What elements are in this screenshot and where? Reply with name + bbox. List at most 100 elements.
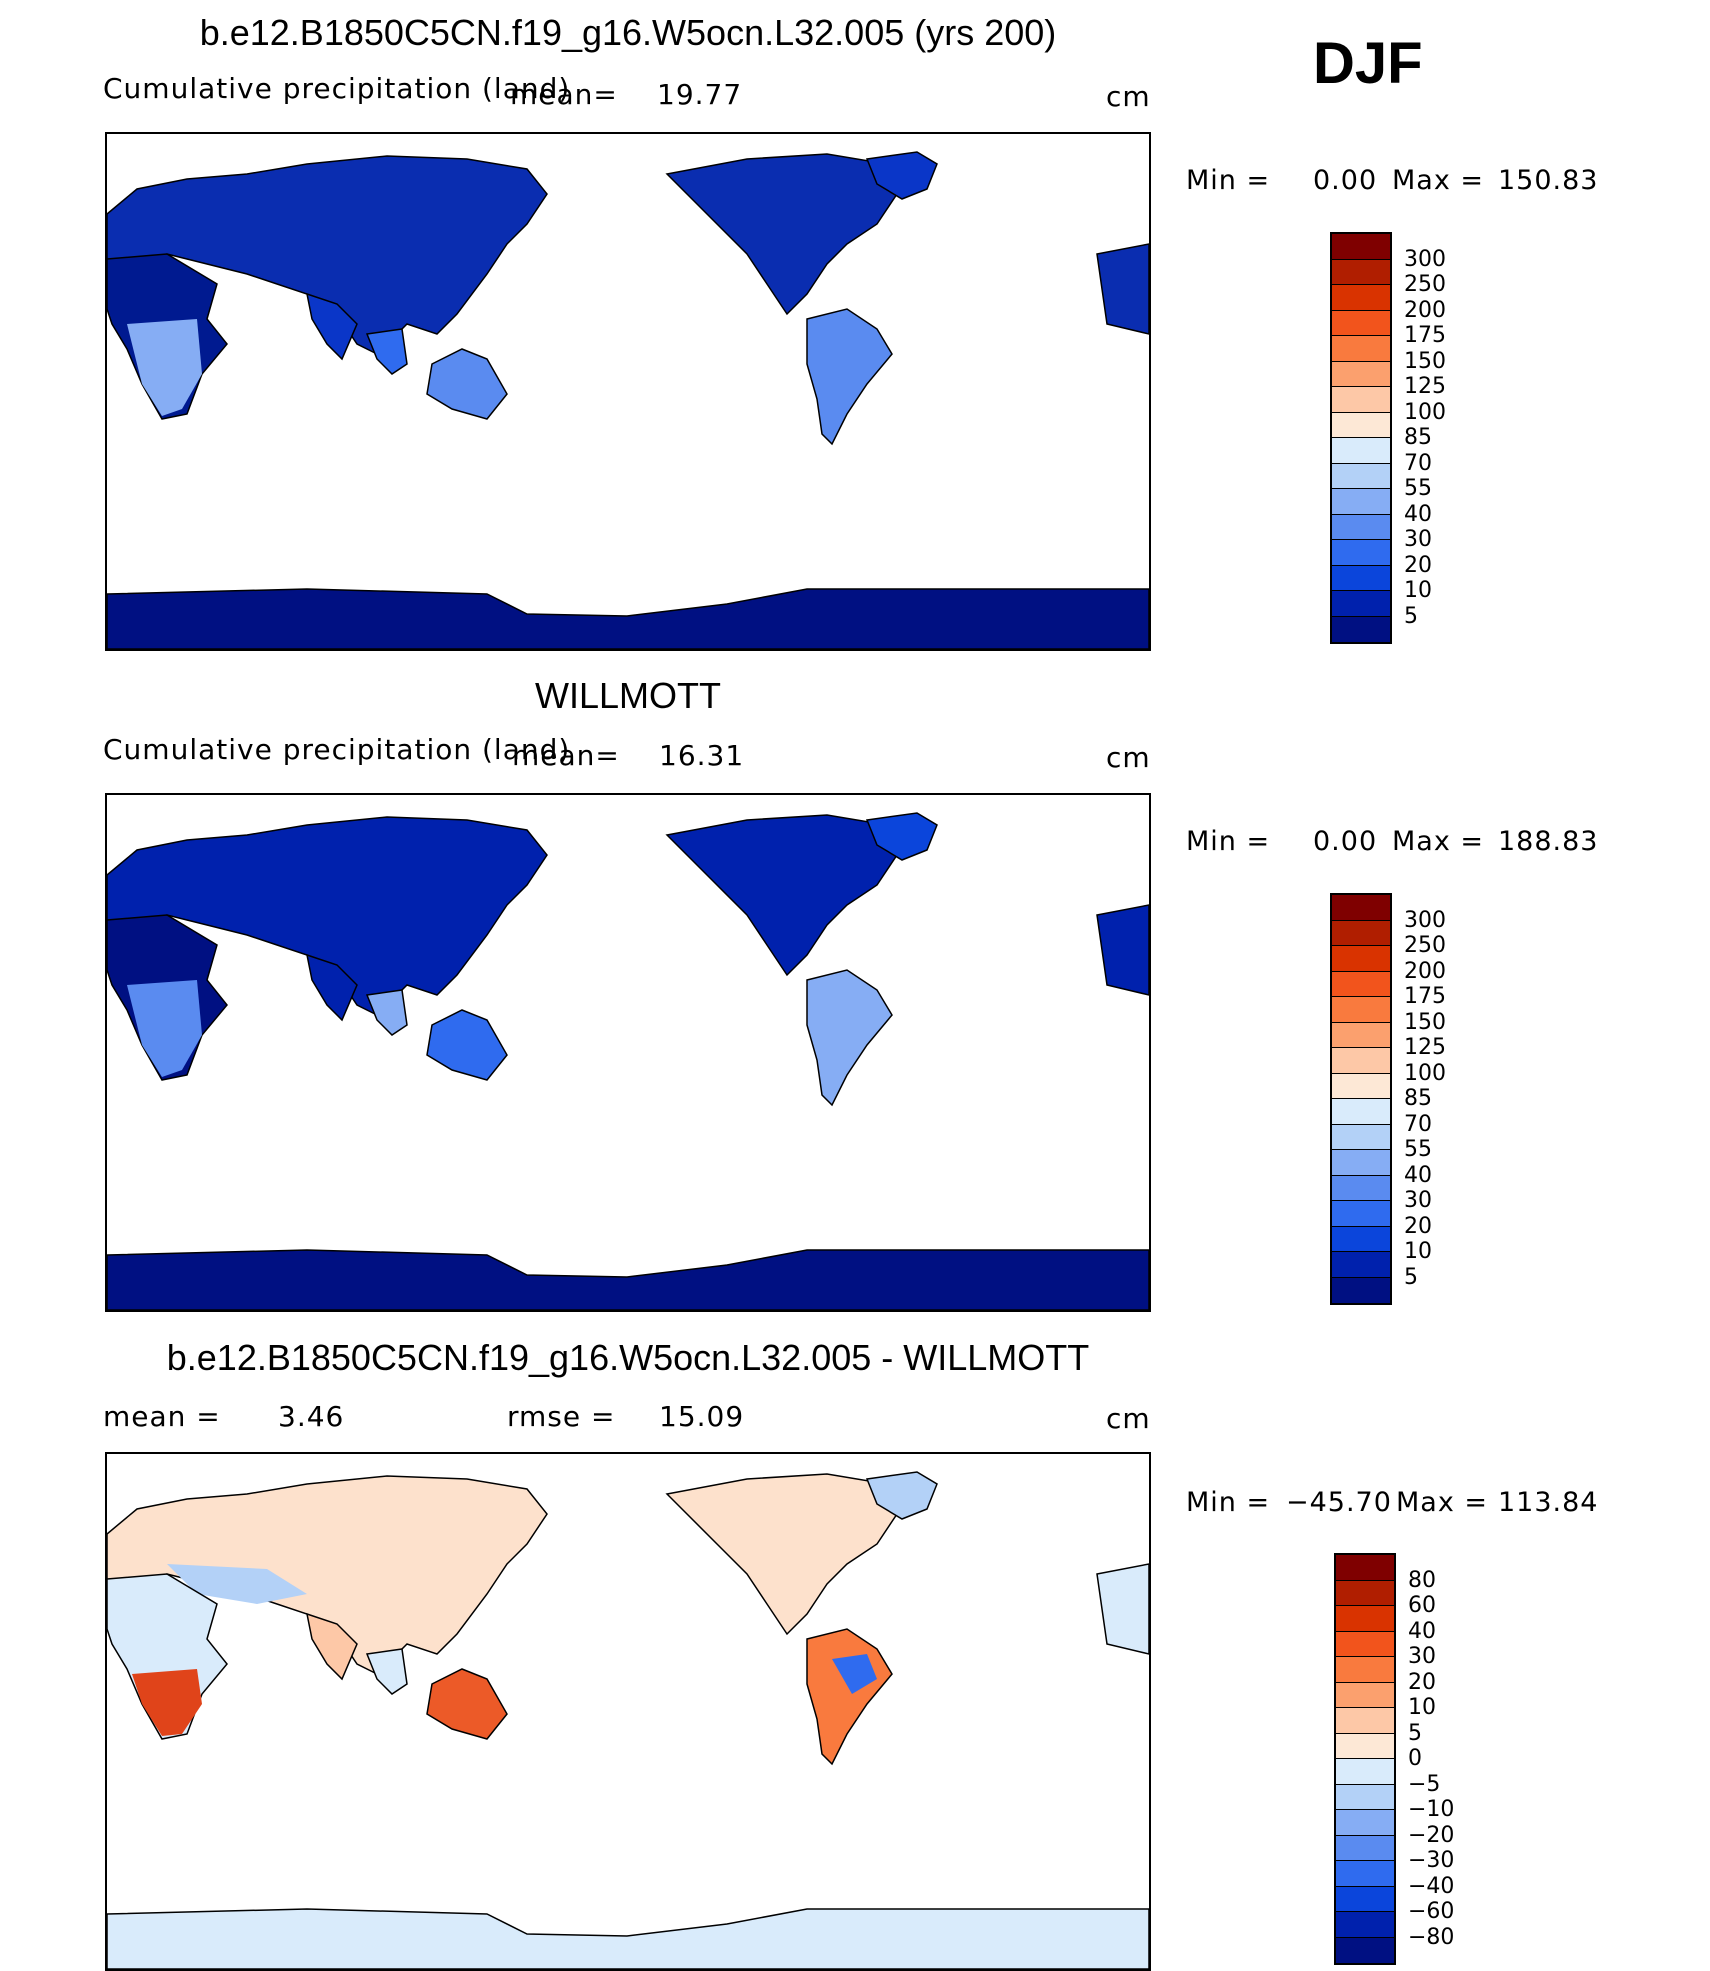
panel-obs-mean-value: 16.31	[659, 739, 745, 772]
colorbar-swatch	[1332, 565, 1390, 591]
panel-model-mean-label: mean=	[510, 78, 618, 111]
colorbar-swatch	[1332, 997, 1390, 1023]
colorbar-level-label: 175	[1404, 984, 1446, 1009]
colorbar-swatch	[1332, 1073, 1390, 1099]
colorbar-swatch	[1332, 1252, 1390, 1278]
colorbar-level-label: 125	[1404, 374, 1446, 399]
colorbar-swatch	[1336, 1733, 1394, 1759]
colorbar-swatch	[1332, 412, 1390, 438]
colorbar-level-label: 30	[1404, 1188, 1432, 1213]
panel-model-min-value: 0.00	[1313, 165, 1378, 196]
panel-model-landmasses	[107, 151, 1149, 649]
colorbar-level-label: −60	[1408, 1899, 1455, 1924]
colorbar-level-label: 55	[1404, 1137, 1432, 1162]
colorbar-level-label: 0	[1408, 1746, 1422, 1771]
colorbar-swatch	[1336, 1708, 1394, 1734]
colorbar-level-label: 200	[1404, 958, 1446, 984]
colorbar-level-label: −10	[1408, 1797, 1455, 1822]
panel-diff-title: b.e12.B1850C5CN.f19_g16.W5ocn.L32.005 - …	[166, 1337, 1090, 1378]
panel-diff-max-value: 113.84	[1498, 1487, 1599, 1518]
colorbar-swatch	[1332, 1201, 1390, 1227]
panel-obs-max-label: Max =	[1392, 826, 1485, 857]
colorbar-swatch	[1336, 1886, 1394, 1912]
colorbar-level-label: 5	[1404, 603, 1418, 629]
colorbar-level-label: 85	[1404, 425, 1432, 450]
colorbar-swatch	[1336, 1784, 1394, 1810]
colorbar-swatch	[1336, 1606, 1394, 1632]
panel-model-units: cm	[1106, 80, 1151, 113]
panel-diff-mean-value: 3.46	[278, 1400, 345, 1433]
colorbar-level-label: 20	[1404, 552, 1432, 578]
colorbar-level-label: 10	[1404, 578, 1432, 603]
colorbar-level-label: −20	[1408, 1822, 1455, 1848]
colorbar-swatch	[1332, 1099, 1390, 1125]
colorbar-level-label: −40	[1408, 1873, 1455, 1899]
colorbar-swatch	[1336, 1861, 1394, 1887]
colorbar-level-label: 100	[1404, 1060, 1446, 1086]
colorbar-level-label: 60	[1408, 1593, 1436, 1618]
colorbar-level-label: 40	[1408, 1618, 1436, 1644]
panel-obs-map	[105, 793, 1151, 1312]
colorbar-level-label: 70	[1404, 1111, 1432, 1137]
panel-obs-colorbar	[1330, 893, 1392, 1305]
panel-obs-field: Cumulative precipitation (land)	[103, 733, 571, 766]
colorbar-level-label: 80	[1408, 1567, 1436, 1593]
panel-diff-min-value: −45.70	[1286, 1487, 1392, 1518]
colorbar-swatch	[1332, 920, 1390, 946]
panel-diff-rmse-label: rmse =	[507, 1400, 616, 1433]
colorbar-swatch	[1336, 1631, 1394, 1657]
colorbar-level-label: 55	[1404, 476, 1432, 501]
colorbar-swatch	[1332, 234, 1390, 260]
colorbar-swatch	[1336, 1555, 1394, 1581]
colorbar-swatch	[1332, 1277, 1390, 1303]
colorbar-level-label: 70	[1404, 450, 1432, 476]
colorbar-swatch	[1336, 1580, 1394, 1606]
panel-obs-title: WILLMOTT	[535, 675, 721, 716]
panel-obs-mean-label: mean=	[512, 739, 620, 772]
panel-diff-mean-label: mean =	[103, 1400, 221, 1433]
colorbar-swatch	[1332, 310, 1390, 336]
colorbar-level-label: 20	[1404, 1213, 1432, 1239]
panel-obs-max-value: 188.83	[1498, 826, 1599, 857]
colorbar-swatch	[1336, 1937, 1394, 1963]
colorbar-level-label: 250	[1404, 272, 1446, 297]
colorbar-swatch	[1336, 1810, 1394, 1836]
colorbar-swatch	[1332, 285, 1390, 311]
colorbar-level-label: 10	[1408, 1695, 1436, 1720]
colorbar-level-label: 10	[1404, 1239, 1432, 1264]
colorbar-level-label: −5	[1408, 1771, 1441, 1797]
colorbar-level-label: −30	[1408, 1848, 1455, 1873]
colorbar-level-label: 5	[1408, 1720, 1422, 1746]
panel-obs-min-value: 0.00	[1313, 826, 1378, 857]
panel-diff-landmasses	[107, 1471, 1149, 1969]
colorbar-swatch	[1332, 361, 1390, 387]
colorbar-level-label: 175	[1404, 323, 1446, 348]
colorbar-swatch	[1336, 1759, 1394, 1785]
colorbar-level-label: −80	[1408, 1924, 1455, 1950]
colorbar-swatch	[1332, 946, 1390, 972]
colorbar-swatch	[1332, 1226, 1390, 1252]
colorbar-level-label: 30	[1408, 1644, 1436, 1669]
colorbar-level-label: 300	[1404, 907, 1446, 933]
colorbar-level-label: 30	[1404, 527, 1432, 552]
colorbar-level-label: 150	[1404, 348, 1446, 374]
colorbar-level-label: 200	[1404, 297, 1446, 323]
colorbar-swatch	[1332, 336, 1390, 362]
panel-obs-landmasses	[107, 812, 1149, 1310]
panel-diff-colorbar	[1334, 1553, 1396, 1965]
colorbar-level-label: 40	[1404, 501, 1432, 527]
colorbar-swatch	[1336, 1835, 1394, 1861]
panel-model-mean-value: 19.77	[657, 78, 743, 111]
colorbar-swatch	[1332, 1175, 1390, 1201]
panel-model-min-label: Min =	[1186, 165, 1271, 196]
colorbar-swatch	[1332, 489, 1390, 515]
colorbar-swatch	[1336, 1912, 1394, 1938]
colorbar-swatch	[1332, 1048, 1390, 1074]
colorbar-level-label: 150	[1404, 1009, 1446, 1035]
colorbar-level-label: 5	[1404, 1264, 1418, 1290]
colorbar-swatch	[1332, 387, 1390, 413]
panel-model-title: b.e12.B1850C5CN.f19_g16.W5ocn.L32.005 (y…	[199, 12, 1057, 53]
colorbar-level-label: 20	[1408, 1669, 1436, 1695]
colorbar-swatch	[1332, 1022, 1390, 1048]
colorbar-swatch	[1332, 438, 1390, 464]
